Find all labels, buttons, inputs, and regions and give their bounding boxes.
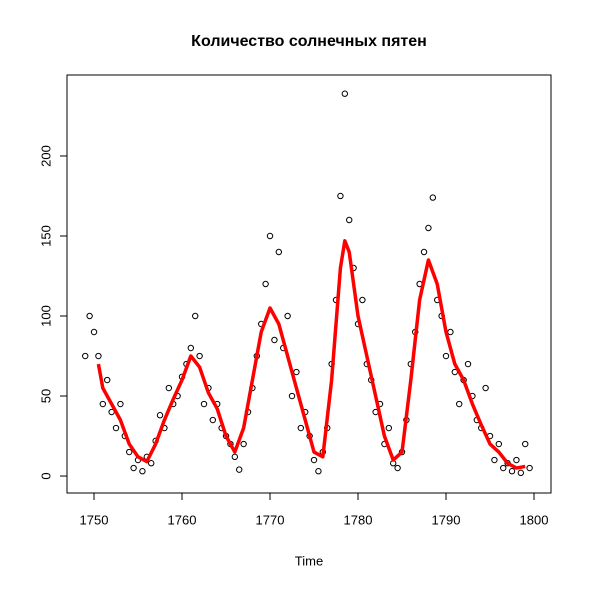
point [139,468,146,475]
point [148,460,155,467]
point [517,469,525,477]
point [500,464,507,472]
y-tick-label: 200 [38,145,53,167]
point [275,248,283,256]
point [82,352,89,360]
point [359,296,366,304]
point [112,424,120,432]
point [526,464,533,472]
point [288,392,296,400]
x-tick-label: 1780 [344,512,373,527]
x-tick-label: 1750 [80,512,109,527]
point [104,376,111,384]
x-tick-label: 1770 [256,512,285,527]
point [86,312,93,320]
point [192,312,199,320]
point [231,453,239,461]
point [513,456,520,464]
y-tick-label: 50 [38,389,53,403]
point [284,312,291,320]
point [117,400,124,408]
point [341,90,349,97]
point [200,400,208,408]
point [337,192,344,200]
point [293,368,300,376]
point [508,468,516,475]
point [90,328,98,336]
y-tick-label: 0 [38,472,53,479]
smoothed-line [96,239,526,470]
point [442,352,450,360]
point [236,466,243,473]
x-tick-label: 1760 [168,512,197,527]
point [310,456,318,464]
point [425,224,432,232]
point [456,400,463,408]
point [385,424,393,432]
y-tick-label: 100 [38,305,53,327]
point [394,464,401,472]
point [262,280,269,288]
point [240,440,247,448]
point [266,232,274,240]
point [346,216,353,224]
point [491,456,498,464]
point [130,464,137,472]
point [522,440,529,448]
point [297,424,305,432]
point [196,352,203,360]
point [187,344,195,352]
point [315,468,322,475]
point [420,248,428,256]
point [464,360,472,368]
point [165,384,173,392]
chart-title: Количество солнечных пятен [191,33,427,50]
point [126,448,133,456]
x-tick-label: 1790 [432,512,461,527]
point [447,328,454,336]
point [209,416,217,424]
x-axis-label: Time [295,553,323,568]
point [271,336,278,344]
point [482,384,489,392]
point [495,440,503,448]
point [429,194,437,201]
x-tick-label: 1800 [520,512,549,527]
point [156,412,164,419]
y-tick-label: 150 [38,225,53,247]
point [95,352,102,360]
point [99,400,107,408]
